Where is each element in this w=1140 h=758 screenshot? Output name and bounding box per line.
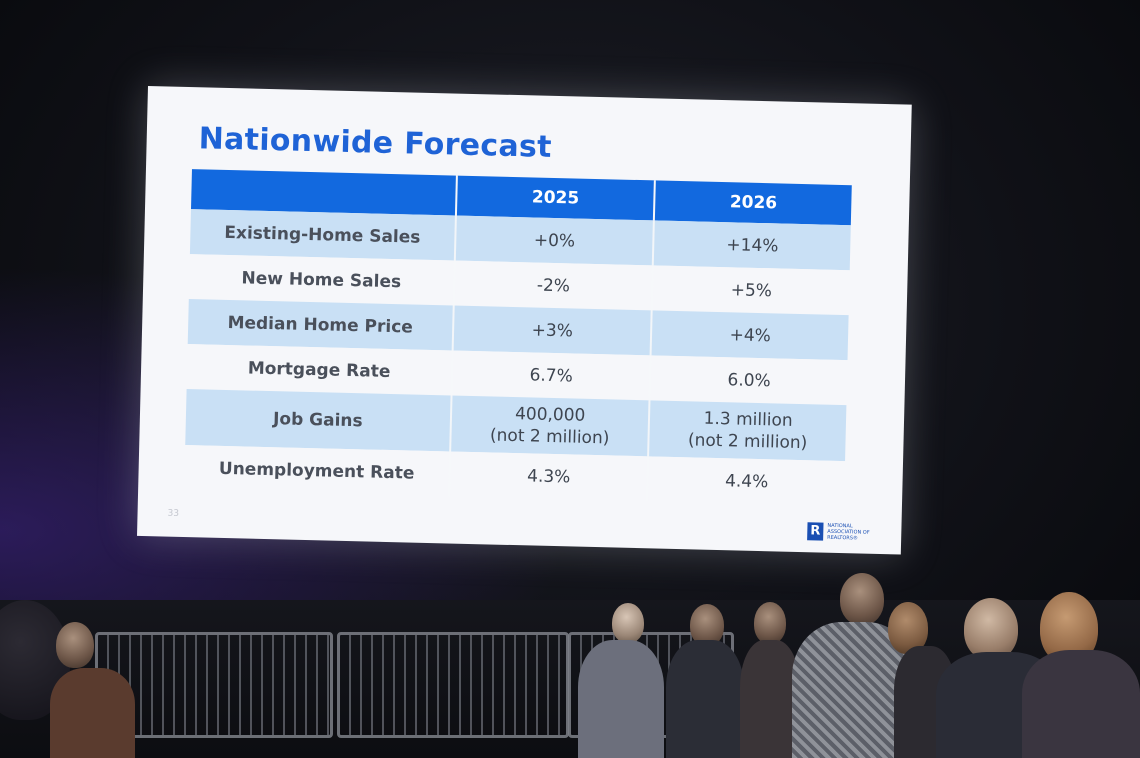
row-label: New Home Sales bbox=[188, 254, 455, 306]
header-2025: 2025 bbox=[455, 175, 656, 221]
row-label: Job Gains bbox=[185, 389, 452, 452]
cell-2025: +3% bbox=[452, 305, 652, 356]
slide: Nationwide Forecast 2025 2026 Existing-H… bbox=[137, 86, 912, 555]
cell-2026: 1.3 million (not 2 million) bbox=[648, 400, 847, 462]
header-2026: 2026 bbox=[654, 180, 852, 226]
row-label: Unemployment Rate bbox=[184, 445, 451, 497]
projection-screen: Nationwide Forecast 2025 2026 Existing-H… bbox=[137, 86, 918, 561]
slide-title: Nationwide Forecast bbox=[198, 121, 553, 165]
cell-2026: 6.0% bbox=[649, 355, 848, 406]
crowd-barrier bbox=[337, 632, 569, 738]
cell-2026: +4% bbox=[650, 310, 849, 361]
row-label: Median Home Price bbox=[187, 299, 454, 351]
cell-2025: -2% bbox=[453, 260, 654, 311]
row-label: Existing-Home Sales bbox=[189, 209, 456, 261]
cell-2026: +14% bbox=[653, 220, 851, 271]
row-label: Mortgage Rate bbox=[186, 344, 453, 396]
cell-2025: 6.7% bbox=[451, 350, 651, 401]
cell-2025: 4.3% bbox=[449, 451, 649, 502]
forecast-table: 2025 2026 Existing-Home Sales +0% +14% N… bbox=[184, 169, 852, 507]
realtor-r-icon: R bbox=[807, 522, 824, 541]
slide-page-number: 33 bbox=[167, 508, 180, 519]
cell-2025: 400,000 (not 2 million) bbox=[450, 395, 650, 457]
nar-logo: R NATIONAL ASSOCIATION OF REALTORS® bbox=[807, 522, 887, 542]
cell-2026: 4.4% bbox=[647, 456, 846, 507]
header-corner bbox=[191, 169, 457, 216]
cell-2026: +5% bbox=[651, 265, 850, 316]
logo-text: NATIONAL ASSOCIATION OF REALTORS® bbox=[827, 522, 870, 542]
cell-2025: +0% bbox=[454, 215, 655, 266]
